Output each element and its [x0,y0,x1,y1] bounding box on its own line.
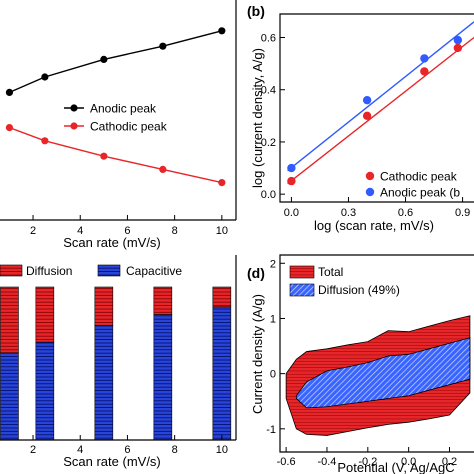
panel-b-plot-frame [279,13,474,203]
panel-b-data-point [287,163,296,173]
panel-d-plot-frame [279,254,474,453]
panel-d-legend-label: Total [318,265,343,279]
panel-c-legend-label: Diffusion [26,264,72,278]
panel-d-y-tick-label: 2 [270,258,276,270]
panel-b-y-tick-label: 0.2 [261,137,276,149]
panel-b-label: (b) [247,3,265,19]
panel-a-data-point [5,88,14,96]
panel-c-bar-capacitive [153,314,173,441]
panel-a-series-line [9,30,223,94]
panel-a-series-line [9,126,222,184]
panel-c-bar-capacitive [212,306,232,441]
panel-c-bar-diffusion [212,286,232,308]
panel-a-chart: 2 4 6 8 10 Scan rate (mV/s) Anodic peak Cathodi… [0,0,237,250]
panel-a-legend-marker [70,122,78,130]
panel-a-x-tick-label: 6 [124,225,130,237]
panel-c-bar-diffusion [153,286,173,315]
panel-c-bar-diffusion [94,286,114,326]
panel-c-x-tick-label: 4 [77,444,83,456]
panel-b-data-point [362,111,372,121]
panel-c-legend-swatch [97,264,121,277]
panel-d-legend-swatch [289,283,315,297]
panel-d-y-axis-label: Current density (A/g) [250,294,265,414]
panel-b-data-point [453,43,463,53]
panel-d-area-diffusion [295,337,471,409]
panel-d-x-tick-label: 0.2 [442,456,457,468]
panel-d-y-tick-label: -1 [266,424,276,436]
panel-a-data-point [5,124,14,132]
panel-d-x-tick-label: 0.0 [401,456,416,468]
panel-b-x-axis-label: log (scan rate, mV/s) [314,218,434,233]
panel-b-legend-marker [365,171,375,181]
panel-b-x-tick-label: 0.3 [341,207,356,219]
panel-a-x-tick-label: 8 [172,225,178,237]
panel-c-x-tick-label: 8 [172,444,178,456]
panel-a-data-point [100,55,108,64]
panel-b-y-tick-label: 0.0 [261,189,276,201]
panel-d-x-tick-label: -0.6 [277,456,296,468]
panel-b-y-axis-label: log (current density, A/g) [250,48,265,188]
panel-a-data-point [159,165,167,173]
panel-b-x-tick-label: 0.0 [284,207,299,219]
panel-d-legend-label: Diffusion (49%) [318,283,400,297]
panel-d-x-axis-label: Potential (V, Ag/AgC [337,460,454,474]
panel-a-legend-label: Anodic peak [90,102,157,116]
panel-b-data-point [362,95,372,105]
panel-b-legend-label: Anodic peak (b [380,186,460,200]
panel-d-label: (d) [247,265,265,281]
panel-c-bar-capacitive [35,341,55,441]
panel-d-chart: -0.6 -0.4 -0.2 0.0 0.2 -1 0 1 2 Potential (V, Ag/… [247,254,474,474]
panel-d-x-tick-label: -0.2 [358,456,377,468]
panel-a-legend-label: Cathodic peak [90,120,168,134]
panel-a-legend-marker [70,104,78,112]
panel-a-x-axis-label: Scan rate (mV/s) [63,235,161,250]
panel-c-x-tick-label: 2 [30,444,36,456]
panel-a-data-point [159,42,167,50]
panel-b-y-tick-label: 0.4 [261,85,276,97]
panel-b-y-tick-label: 0.6 [261,33,276,45]
panel-c-chart: 2 4 6 8 10 Scan rate (mV/s) Diffusion Capacitiv… [0,255,237,469]
panel-b-data-point [287,176,296,186]
panel-d-x-tick-label: -0.4 [317,456,336,468]
panel-b-data-point [420,54,429,63]
panel-a-x-tick-label: 10 [216,225,228,237]
panel-c-x-axis-label: Scan rate (mV/s) [63,454,161,469]
panel-b-x-tick-label: 0.9 [455,207,470,219]
panel-d-legend-swatch [289,265,315,279]
panel-a-data-point [218,27,226,35]
panel-a-x-tick-label: 2 [30,225,36,237]
panel-a-data-point [100,152,108,160]
panel-b-x-tick-label: 0.6 [398,207,413,219]
panel-d-y-tick-label: 0 [270,369,276,381]
panel-b-fit-line [287,21,474,172]
panel-c-legend-swatch [0,264,23,277]
panel-d-y-tick-label: 1 [270,313,276,325]
panel-c-bar-capacitive [0,352,19,441]
panel-b-fit-line [287,36,474,185]
panel-c-bar-diffusion [0,286,19,354]
panel-a-data-point [218,179,226,187]
panel-c-x-tick-label: 10 [216,444,228,456]
panel-a-data-point [41,137,49,145]
panel-b-legend-label: Cathodic peak [380,170,458,184]
panel-b-data-point [420,67,429,76]
panel-c-bar-capacitive [94,324,114,441]
panel-a-x-tick-label: 4 [77,225,83,237]
panel-c-legend-label: Capacitive [126,264,182,278]
panel-b-data-point [453,35,463,45]
panel-c-bar-diffusion [35,286,55,343]
panel-b-legend-marker [365,187,375,197]
panel-a-data-point [41,73,49,81]
panel-c-x-tick-label: 6 [124,444,130,456]
